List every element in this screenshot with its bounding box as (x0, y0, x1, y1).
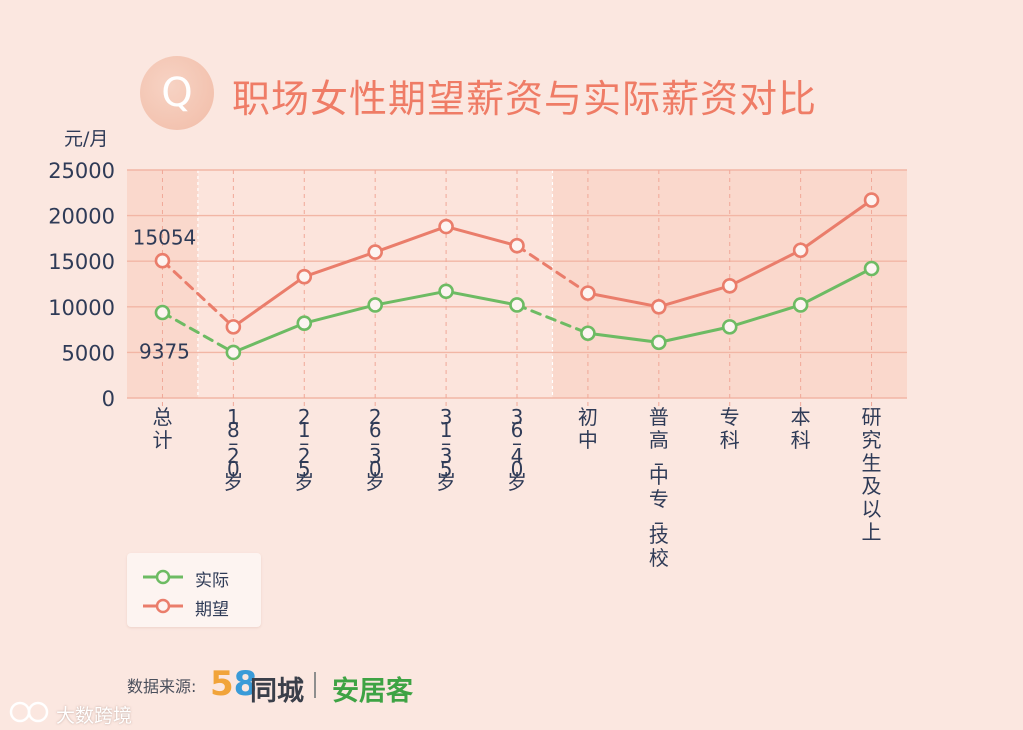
brand-separator (314, 672, 316, 698)
series-actual-point-7 (651, 334, 667, 351)
series-actual-segment-0 (160, 311, 235, 354)
watermark-text: 大数跨境 (56, 705, 133, 727)
series-actual-segment-4 (444, 289, 519, 307)
series-actual-point-1 (225, 344, 242, 361)
series-expected-segment-5 (515, 244, 590, 295)
x-tick-label: 初中 (578, 405, 598, 452)
series-actual-point-4 (438, 283, 454, 300)
series-expected-segment-4 (444, 225, 519, 248)
series-actual-segment-9 (799, 266, 874, 307)
legend-label-expected: 期望 (195, 600, 229, 620)
series-actual-point-10 (863, 260, 880, 277)
legend-label-actual: 实际 (195, 571, 229, 591)
x-tick-label: 本科 (791, 405, 811, 452)
series-actual-point-9 (792, 297, 809, 313)
x-tick-label: 1 8–2 0 岁 (223, 405, 243, 494)
legend-marker-expected-icon (143, 598, 183, 614)
y-tick-label: 20000 (48, 205, 115, 229)
y-tick-label: 0 (102, 387, 115, 411)
brand-anjuke-logo: 安居客 (332, 676, 413, 707)
brand-tongcheng-logo: 同城 (250, 676, 304, 707)
y-tick-label: 10000 (48, 296, 115, 320)
legend: 实际 期望 (127, 553, 261, 627)
x-tick-label: 普高–中专–技校 (649, 405, 669, 570)
series-actual-segment-3 (373, 289, 448, 307)
series-actual-segment-8 (728, 303, 803, 329)
series-expected-point-8 (721, 278, 738, 294)
x-tick-label: 2 1–2 5 岁 (294, 405, 314, 494)
legend-item-actual: 实际 (127, 565, 261, 591)
series-expected-point-10 (863, 192, 880, 208)
series-expected-segment-8 (728, 248, 803, 288)
data-label-1: 9375 (139, 340, 190, 364)
series-expected-point-7 (651, 298, 667, 315)
series-expected-point-1 (225, 319, 242, 335)
series-actual-segment-1 (231, 321, 306, 354)
x-tick-label: 2 6–3 0 岁 (365, 405, 385, 494)
series-actual-segment-7 (657, 325, 732, 344)
series-expected-point-3 (367, 244, 383, 260)
series-expected-point-2 (296, 268, 313, 285)
series-expected-segment-6 (586, 291, 661, 309)
series-actual-point-0 (154, 304, 171, 321)
data-label-0: 15054 (133, 226, 197, 250)
chart-title: 职场女性期望薪资与实际薪资对比 (232, 77, 818, 121)
series-actual-point-6 (580, 325, 596, 342)
series-actual-point-8 (721, 319, 738, 335)
y-axis-unit-label: 元/月 (64, 128, 109, 150)
series-expected-segment-7 (657, 284, 732, 309)
x-tick-label: 3 6–4 0 岁 (507, 405, 527, 494)
y-tick-label: 15000 (48, 250, 115, 274)
series-expected-segment-9 (799, 198, 874, 252)
q-badge-icon: Q (140, 56, 214, 130)
legend-item-expected: 期望 (127, 594, 261, 620)
series-actual-segment-2 (302, 303, 377, 325)
x-tick-label: 专科 (720, 405, 740, 452)
series-actual-point-2 (296, 315, 313, 332)
series-actual-segment-6 (586, 331, 661, 344)
series-actual-point-3 (367, 297, 383, 313)
series-expected-segment-3 (373, 225, 448, 254)
series-expected-point-5 (509, 237, 525, 254)
watermark: 大数跨境 (8, 698, 132, 727)
legend-marker-actual-icon (143, 569, 183, 585)
y-tick-label: 5000 (62, 341, 115, 365)
q-badge-letter: Q (161, 70, 193, 116)
source-label: 数据来源: (127, 677, 197, 696)
series-expected-point-0 (154, 252, 171, 269)
series-expected-point-4 (438, 218, 454, 235)
series-expected-point-6 (580, 285, 596, 301)
series-expected-segment-0 (160, 259, 235, 329)
series-expected-segment-2 (302, 250, 377, 279)
series-expected-point-9 (792, 242, 809, 259)
series-actual-segment-5 (515, 303, 590, 335)
series-expected-segment-1 (231, 275, 306, 329)
series-actual-point-5 (509, 297, 525, 313)
watermark-logo-icon (9, 701, 49, 723)
y-tick-label: 25000 (48, 159, 115, 183)
x-tick-label: 3 1–3 5 岁 (436, 405, 456, 494)
x-tick-label: 总计 (152, 405, 172, 452)
brand-58-logo: 58 (210, 664, 258, 704)
x-tick-label: 研究生及以上 (862, 405, 882, 544)
